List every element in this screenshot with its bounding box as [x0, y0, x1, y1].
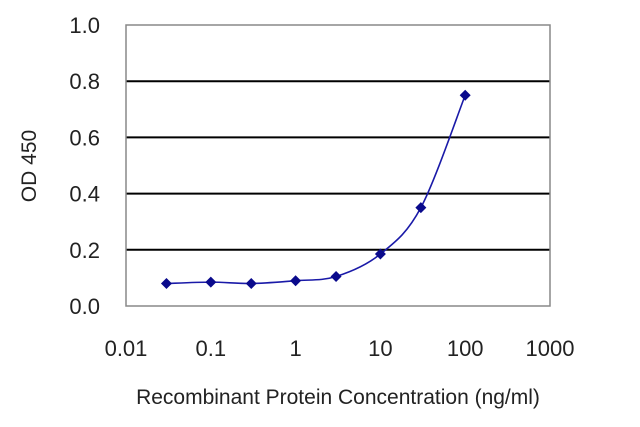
data-point	[290, 275, 302, 287]
y-tick-label: 0.2	[69, 238, 100, 263]
data-point	[205, 276, 217, 288]
x-axis-title: Recombinant Protein Concentration (ng/ml…	[136, 386, 540, 409]
y-tick-label: 0.0	[69, 294, 100, 319]
x-tick-label: 1	[289, 336, 301, 361]
data-point	[415, 202, 427, 214]
grid	[126, 80, 550, 251]
data-point	[374, 248, 386, 260]
x-tick-labels: 0.01 0.1 1 10 100 1000	[105, 336, 575, 361]
x-tick-label: 0.1	[196, 336, 227, 361]
x-tick-label: 1000	[526, 336, 575, 361]
data-point	[245, 278, 257, 290]
data-point	[330, 270, 342, 282]
data-point	[160, 278, 172, 290]
plot-frame	[125, 24, 551, 307]
series-layer	[160, 89, 471, 290]
y-tick-label: 1.0	[69, 13, 100, 38]
x-tick-label: 0.01	[105, 336, 148, 361]
y-tick-label: 0.4	[69, 182, 100, 207]
data-point	[459, 89, 471, 101]
x-tick-label: 10	[368, 336, 392, 361]
y-tick-labels: 0.0 0.2 0.4 0.6 0.8 1.0	[69, 13, 100, 319]
y-axis-title: OD 450	[18, 130, 41, 202]
series-line	[166, 94, 466, 285]
x-tick-label: 100	[447, 336, 484, 361]
y-tick-label: 0.6	[69, 125, 100, 150]
y-tick-label: 0.8	[69, 69, 100, 94]
